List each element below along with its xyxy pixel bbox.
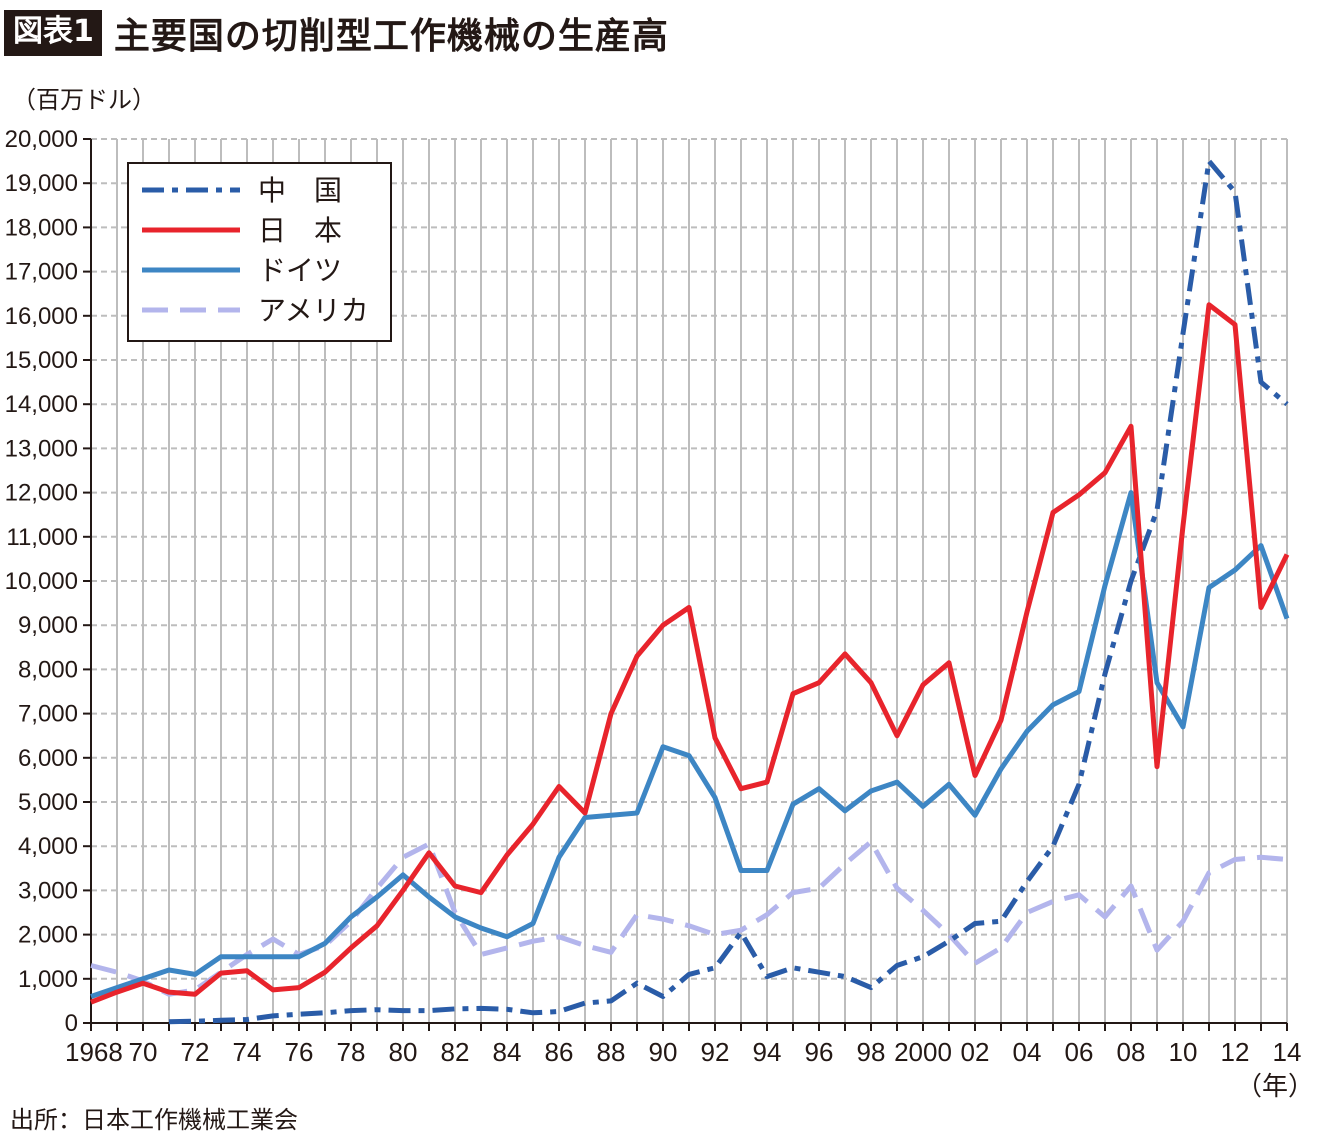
x-tick-label: 74 (233, 1037, 262, 1067)
source-note: 出所：日本工作機械工業会 (10, 1106, 298, 1134)
y-tick-label: 7,000 (18, 701, 78, 728)
series-line-china (168, 158, 1289, 1025)
y-tick-label: 17,000 (5, 259, 78, 286)
y-tick-label: 20,000 (5, 126, 78, 153)
x-tick-label: 92 (701, 1037, 730, 1067)
series-line-germany (90, 490, 1290, 999)
y-tick-label: 19,000 (5, 170, 78, 197)
line-chart: 0 1,000 2,000 3,000 4,000 5,000 6,000 7,000 8,00… (5, 87, 1314, 1100)
legend-label-usa: アメリカ (258, 295, 369, 326)
x-tick-label: 08 (1117, 1037, 1146, 1067)
x-tick-label: 1968 (65, 1037, 123, 1067)
x-tick-label: 86 (545, 1037, 574, 1067)
y-tick-label: 1,000 (18, 966, 78, 993)
y-tick-label: 14,000 (5, 391, 78, 418)
y-tick-label: 8,000 (18, 656, 78, 683)
chart-title: 主要国の切削型工作機械の生産高 (113, 16, 669, 57)
y-tick-label: 2,000 (18, 922, 78, 949)
legend-label-china: 中 国 (258, 175, 342, 206)
x-tick-label: 12 (1221, 1037, 1250, 1067)
x-tick-label: 84 (493, 1037, 522, 1067)
figure-header: 図表1 主要国の切削型工作機械の生産高 (0, 8, 669, 58)
y-tick-label: 16,000 (5, 303, 78, 330)
x-axis-unit-label: （年） (1236, 1071, 1314, 1100)
x-tick-label: 94 (753, 1037, 782, 1067)
y-tick-label: 9,000 (18, 612, 78, 639)
x-tick-label: 72 (181, 1037, 210, 1067)
x-tick-label: 98 (857, 1037, 886, 1067)
x-tick-label: 04 (1013, 1037, 1042, 1067)
x-tick-label: 76 (285, 1037, 314, 1067)
legend-label-germany: ドイツ (258, 255, 342, 286)
x-tick-label: 02 (961, 1037, 990, 1067)
x-tick-label: 88 (597, 1037, 626, 1067)
y-tick-label: 0 (65, 1010, 78, 1037)
y-tick-label: 18,000 (5, 214, 78, 241)
y-tick-label: 5,000 (18, 789, 78, 816)
legend-label-japan: 日 本 (258, 215, 342, 246)
x-tick-label: 06 (1065, 1037, 1094, 1067)
x-tick-label: 90 (649, 1037, 678, 1067)
x-tick-label: 14 (1273, 1037, 1302, 1067)
x-tick-label: 80 (389, 1037, 418, 1067)
y-tick-label: 15,000 (5, 347, 78, 374)
y-tick-label: 4,000 (18, 833, 78, 860)
x-tick-label: 2000 (894, 1037, 952, 1067)
y-axis-unit-label: （百万ドル） (12, 87, 156, 114)
y-tick-label: 11,000 (6, 524, 78, 551)
x-tick-label: 82 (441, 1037, 470, 1067)
y-tick-label: 12,000 (5, 480, 78, 507)
x-tick-label: 78 (337, 1037, 366, 1067)
y-tick-label: 13,000 (5, 435, 78, 462)
legend-box (127, 162, 392, 342)
series-line-usa (90, 839, 1288, 997)
x-tick-label: 10 (1169, 1037, 1198, 1067)
figure-badge: 図表1 (4, 10, 102, 56)
series-line-japan (90, 302, 1290, 1005)
y-tick-label: 10,000 (5, 568, 78, 595)
x-tick-label: 96 (805, 1037, 834, 1067)
y-tick-label: 6,000 (18, 745, 78, 772)
x-tick-label: 70 (129, 1037, 158, 1067)
y-tick-label: 3,000 (18, 877, 78, 904)
